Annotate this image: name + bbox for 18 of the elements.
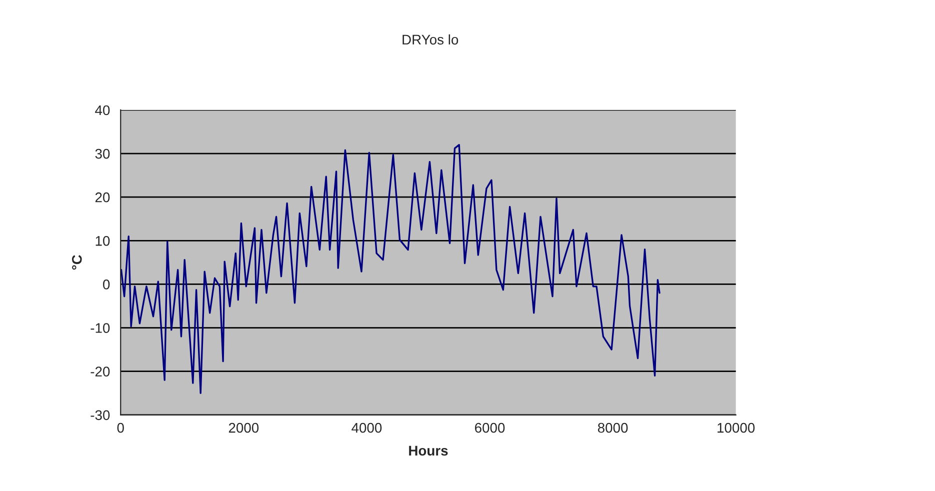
y-tick-label: -30 xyxy=(90,410,110,420)
y-axis-title: °C xyxy=(72,255,82,270)
y-tick-label: 40 xyxy=(95,105,110,116)
y-tick-label: -10 xyxy=(90,323,110,333)
x-tick-label: 10000 xyxy=(718,422,755,433)
x-tick-label: 6000 xyxy=(475,422,505,433)
x-tick-label: 4000 xyxy=(352,422,382,433)
x-axis-title: Hours xyxy=(409,446,448,456)
y-tick-label: 20 xyxy=(95,192,110,202)
y-tick-label: 10 xyxy=(96,236,110,246)
chart-title: DRYos lo xyxy=(402,34,458,45)
line-series xyxy=(120,144,660,394)
x-tick-label: 8000 xyxy=(598,422,628,433)
x-tick-label: 2000 xyxy=(228,422,259,433)
y-tick-label: 0 xyxy=(103,280,110,290)
y-tick-label: 30 xyxy=(95,148,110,159)
y-tick-label: -20 xyxy=(90,366,110,377)
x-tick-label: 0 xyxy=(117,422,124,433)
